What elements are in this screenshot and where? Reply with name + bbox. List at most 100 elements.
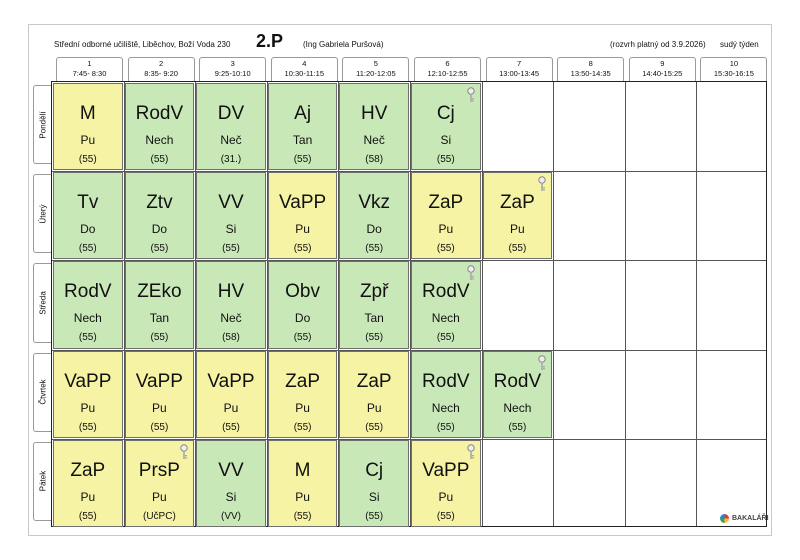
lesson-cell[interactable]: ZaP Pu (55) [267, 350, 338, 438]
key-icon [466, 87, 476, 103]
lesson-cell[interactable]: HV Neč (58) [196, 261, 266, 349]
lesson-teacher: Tan [149, 311, 170, 326]
lesson-cell[interactable]: Cj Si (55) [339, 439, 409, 527]
lesson-teacher: Pu [295, 400, 310, 415]
lesson-cell[interactable]: DV Neč (31.) [196, 83, 266, 171]
lesson-subject: Zpř [359, 281, 389, 303]
timetable-sheet [28, 24, 772, 536]
lesson-room: (55) [508, 421, 527, 433]
lesson-cell[interactable]: ZEko Tan (55) [124, 261, 195, 349]
lesson-room: (55) [78, 421, 97, 433]
lesson-teacher: Nech [145, 133, 174, 147]
lesson-cell[interactable]: M Pu (55) [267, 439, 338, 527]
lesson-teacher: Pu [152, 489, 167, 504]
lesson-cell[interactable]: VaPP Pu (55) [196, 350, 266, 438]
lesson-cell[interactable]: Tv Do (55) [53, 172, 123, 260]
lesson-cell[interactable]: PrsP Pu (UčPC) [124, 439, 195, 527]
lesson-room: (55) [365, 332, 384, 344]
lesson-room: (55) [436, 154, 455, 165]
lesson-room: (55) [293, 243, 312, 255]
lesson-cell[interactable]: Obv Do (55) [267, 261, 338, 349]
lesson-subject: VaPP [422, 459, 470, 481]
lesson-room: (55) [150, 154, 169, 165]
lesson-room: (58) [222, 332, 240, 344]
lesson-cell[interactable]: VV Si (VV) [196, 439, 266, 527]
lesson-room: (55) [436, 421, 455, 433]
lesson-subject: ZaP [428, 192, 464, 214]
lesson-cell[interactable]: VaPP Pu (55) [267, 172, 338, 260]
day-label: Pátek [33, 441, 51, 521]
period-time: 13:00-13:45 [499, 69, 540, 78]
lesson-subject: VV [218, 192, 244, 214]
grid-column-line [410, 82, 411, 526]
lesson-cell[interactable]: ZaP Pu (55) [482, 172, 553, 260]
grid-row-line [52, 171, 766, 173]
lesson-teacher: Pu [152, 400, 167, 415]
lesson-subject: ZEko [137, 281, 182, 303]
lesson-cell[interactable]: Vkz Do (55) [339, 172, 409, 260]
day-label: Úterý [33, 174, 51, 254]
lesson-teacher: Pu [295, 222, 310, 237]
lesson-teacher: Nech [73, 311, 102, 326]
lesson-cell[interactable]: RodV Nech (55) [411, 261, 481, 349]
lesson-room: (55) [150, 421, 169, 433]
lesson-room: (55) [293, 154, 312, 165]
period-time: 14:40-15:25 [642, 69, 683, 78]
lesson-cell[interactable]: RodV Nech (55) [124, 83, 195, 171]
lesson-cell[interactable]: ZaP Pu (55) [53, 439, 123, 527]
lesson-cell[interactable]: RodV Nech (55) [411, 350, 481, 438]
lesson-cell[interactable]: VaPP Pu (55) [53, 350, 123, 438]
period-time: 9:25-10:10 [214, 69, 251, 78]
lesson-cell[interactable]: ZaP Pu (55) [339, 350, 409, 438]
lesson-cell[interactable]: Zpř Tan (55) [339, 261, 409, 349]
day-name: Pondělí [38, 111, 47, 139]
lesson-subject: Cj [365, 459, 384, 481]
lesson-room: (55) [508, 243, 527, 255]
period-number: 2 [159, 59, 164, 68]
lesson-room: (55) [293, 332, 312, 344]
period-time: 13:50-14:35 [570, 69, 611, 78]
period-header: 2 8:35- 9:20 [127, 57, 195, 81]
lesson-subject: Cj [436, 103, 455, 124]
lesson-room: (55) [365, 421, 384, 433]
lesson-room: (55) [222, 243, 240, 255]
grid-column-line [624, 82, 626, 526]
lesson-cell[interactable]: M Pu (55) [53, 83, 123, 171]
day-label: Pondělí [33, 85, 51, 165]
week-type: sudý týden [720, 40, 759, 49]
lesson-cell[interactable]: VaPP Pu (55) [124, 350, 195, 438]
period-number: 3 [230, 59, 235, 68]
lesson-cell[interactable]: Aj Tan (55) [267, 83, 338, 171]
lesson-room: (55) [78, 243, 97, 255]
lesson-cell[interactable]: RodV Nech (55) [482, 350, 553, 438]
lesson-room: (55) [222, 421, 240, 433]
lesson-teacher: Do [366, 222, 382, 237]
lesson-teacher: Si [225, 222, 237, 237]
lesson-subject: RodV [422, 370, 470, 392]
lesson-cell[interactable]: VV Si (55) [196, 172, 266, 260]
lesson-cell[interactable]: ZaP Pu (55) [411, 172, 481, 260]
lesson-cell[interactable]: Cj Si (55) [411, 83, 481, 171]
class-teacher: (Ing Gabriela Puršová) [303, 40, 384, 49]
lesson-subject: ZaP [499, 192, 535, 214]
lesson-cell[interactable]: VaPP Pu (55) [411, 439, 481, 527]
school-name: Střední odborné učiliště, Liběchov, Boží… [54, 40, 231, 49]
lesson-teacher: Nech [431, 400, 460, 415]
period-number: 10 [729, 59, 739, 68]
lesson-room: (55) [293, 421, 312, 433]
period-header: 9 14:40-15:25 [628, 57, 696, 81]
lesson-cell[interactable]: HV Neč (58) [339, 83, 409, 171]
lesson-subject: Ztv [146, 192, 173, 214]
grid-column-line [481, 82, 483, 526]
lesson-subject: M [79, 103, 96, 124]
period-time: 11:20-12:05 [356, 69, 396, 78]
lesson-teacher: Pu [80, 489, 96, 504]
lesson-room: (55) [150, 243, 169, 255]
period-time: 12:10-12:55 [427, 69, 468, 78]
period-time: 10:30-11:15 [284, 69, 325, 78]
lesson-subject: VaPP [207, 370, 255, 392]
lesson-cell[interactable]: Ztv Do (55) [124, 172, 195, 260]
lesson-teacher: Pu [510, 222, 525, 237]
lesson-cell[interactable]: RodV Nech (55) [53, 261, 123, 349]
lesson-teacher: Do [151, 222, 168, 237]
